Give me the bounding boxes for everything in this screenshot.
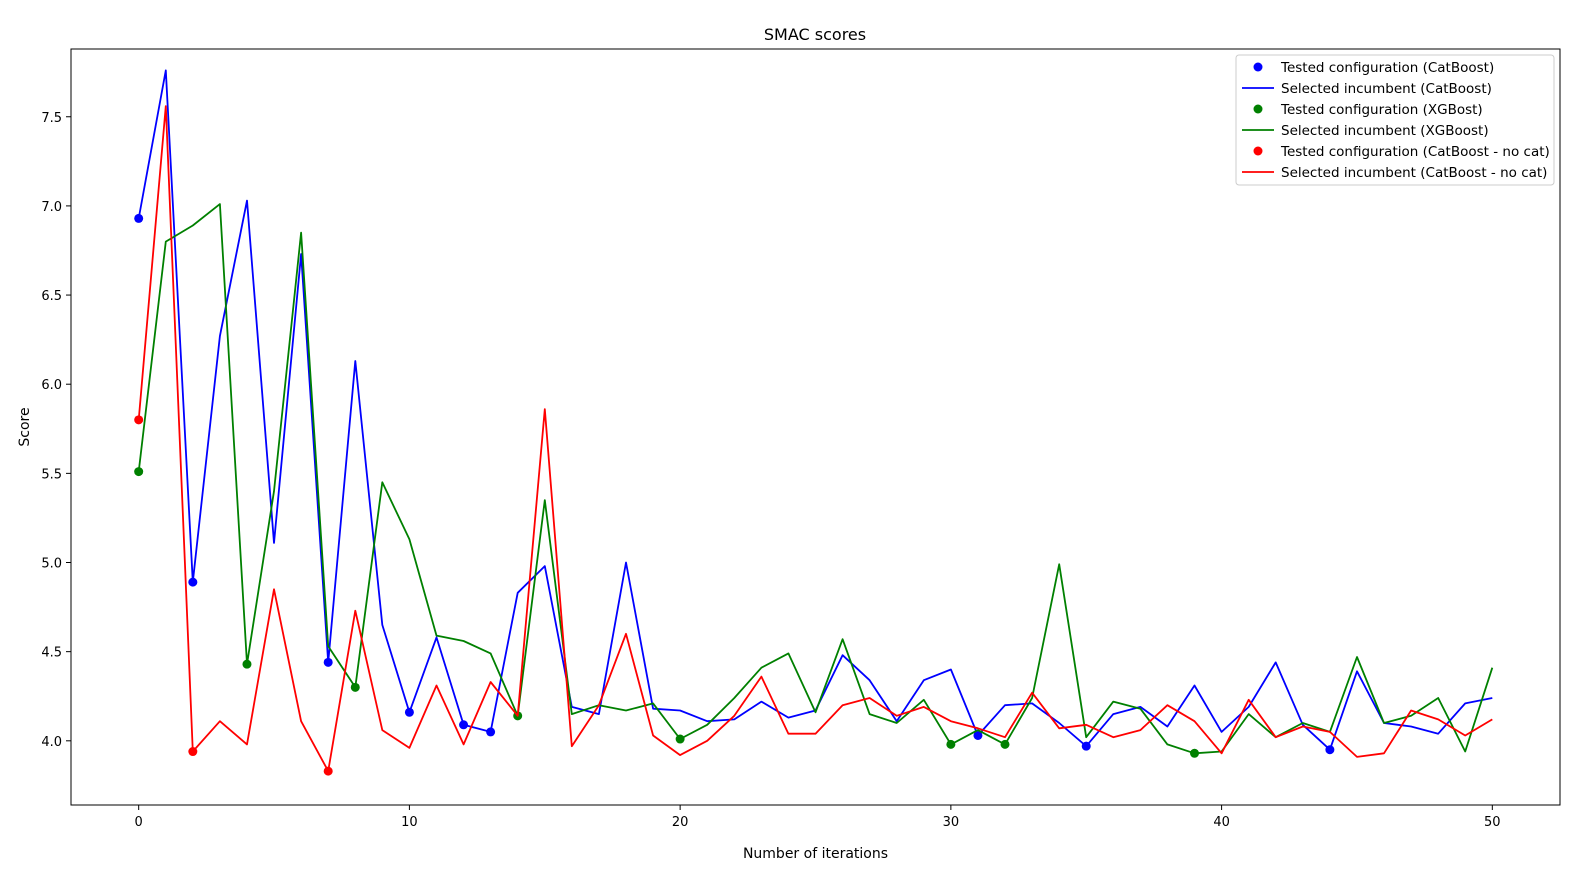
tested-point-xgboost xyxy=(946,739,956,749)
tested-point-catboost xyxy=(1081,741,1091,751)
legend-label: Selected incumbent (CatBoost) xyxy=(1281,81,1492,97)
legend-label: Tested configuration (CatBoost) xyxy=(1280,60,1494,76)
legend-label: Tested configuration (XGBost) xyxy=(1280,102,1483,118)
x-axis-label: Number of iterations xyxy=(743,846,888,862)
y-tick-label: 6.5 xyxy=(41,289,62,304)
x-tick-label: 20 xyxy=(672,815,689,830)
legend-item: Selected incumbent (XGBoost) xyxy=(1242,123,1489,139)
tested-point-xgboost xyxy=(134,467,144,477)
y-tick-label: 4.0 xyxy=(41,735,62,750)
legend-label: Selected incumbent (XGBoost) xyxy=(1281,123,1489,139)
tested-point-catboost xyxy=(1325,745,1335,755)
incumbent-line-catboost-nocat xyxy=(137,105,1493,772)
legend-item: Tested configuration (CatBoost) xyxy=(1253,60,1494,76)
x-axis: 0 10 20 30 40 50 xyxy=(135,805,1501,830)
tested-point-xgboost xyxy=(1000,739,1010,749)
legend-item: Tested configuration (XGBost) xyxy=(1253,102,1483,118)
y-tick-label: 4.5 xyxy=(41,646,62,661)
tested-point-catboost xyxy=(188,577,198,587)
tested-point-xgboost xyxy=(1190,748,1200,758)
legend-label: Selected incumbent (CatBoost - no cat) xyxy=(1281,165,1547,181)
incumbent-line-xgboost xyxy=(137,203,1494,755)
tested-point-xgboost xyxy=(675,734,685,744)
y-tick-label: 6.0 xyxy=(41,378,62,393)
legend-item: Selected incumbent (CatBoost - no cat) xyxy=(1242,165,1547,181)
legend-box xyxy=(1235,54,1555,186)
tested-point-catboost xyxy=(323,657,333,667)
series-xgboost xyxy=(134,203,1494,758)
tested-point-catboost-nocat xyxy=(134,415,144,425)
x-tick-label: 10 xyxy=(401,815,418,830)
legend-marker xyxy=(1253,146,1263,156)
y-tick-label: 7.5 xyxy=(41,111,62,126)
tested-point-xgboost xyxy=(242,659,252,669)
legend-item: Tested configuration (CatBoost - no cat) xyxy=(1253,144,1550,160)
legend-marker xyxy=(1253,104,1263,114)
legend-marker xyxy=(1253,62,1263,72)
chart-title: SMAC scores xyxy=(764,25,866,44)
series-layer xyxy=(134,69,1494,776)
tested-point-catboost xyxy=(486,727,496,737)
plot-frame xyxy=(70,48,1561,806)
x-tick-label: 30 xyxy=(943,815,960,830)
legend: Tested configuration (CatBoost) Selected … xyxy=(1235,54,1555,186)
tested-point-catboost-nocat xyxy=(323,766,333,776)
x-tick-label: 50 xyxy=(1484,815,1501,830)
tested-point-catboost xyxy=(973,730,983,740)
tested-point-catboost xyxy=(134,213,144,223)
y-tick-label: 7.0 xyxy=(41,200,62,215)
y-tick-label: 5.0 xyxy=(41,557,62,572)
y-axis-label: Score xyxy=(17,407,33,446)
tested-point-xgboost xyxy=(350,682,360,692)
tested-point-catboost xyxy=(459,720,469,730)
x-tick-label: 40 xyxy=(1213,815,1230,830)
tested-point-catboost-nocat xyxy=(188,747,198,757)
tested-point-catboost xyxy=(404,707,414,717)
series-catboost-nocat xyxy=(134,105,1493,776)
y-axis: 4.0 4.5 5.0 5.5 6.0 6.5 7.0 7.5 xyxy=(41,111,71,750)
legend-item: Selected incumbent (CatBoost) xyxy=(1242,81,1492,97)
y-tick-label: 5.5 xyxy=(41,467,62,482)
x-tick-label: 0 xyxy=(135,815,143,830)
legend-label: Tested configuration (CatBoost - no cat) xyxy=(1280,144,1550,160)
